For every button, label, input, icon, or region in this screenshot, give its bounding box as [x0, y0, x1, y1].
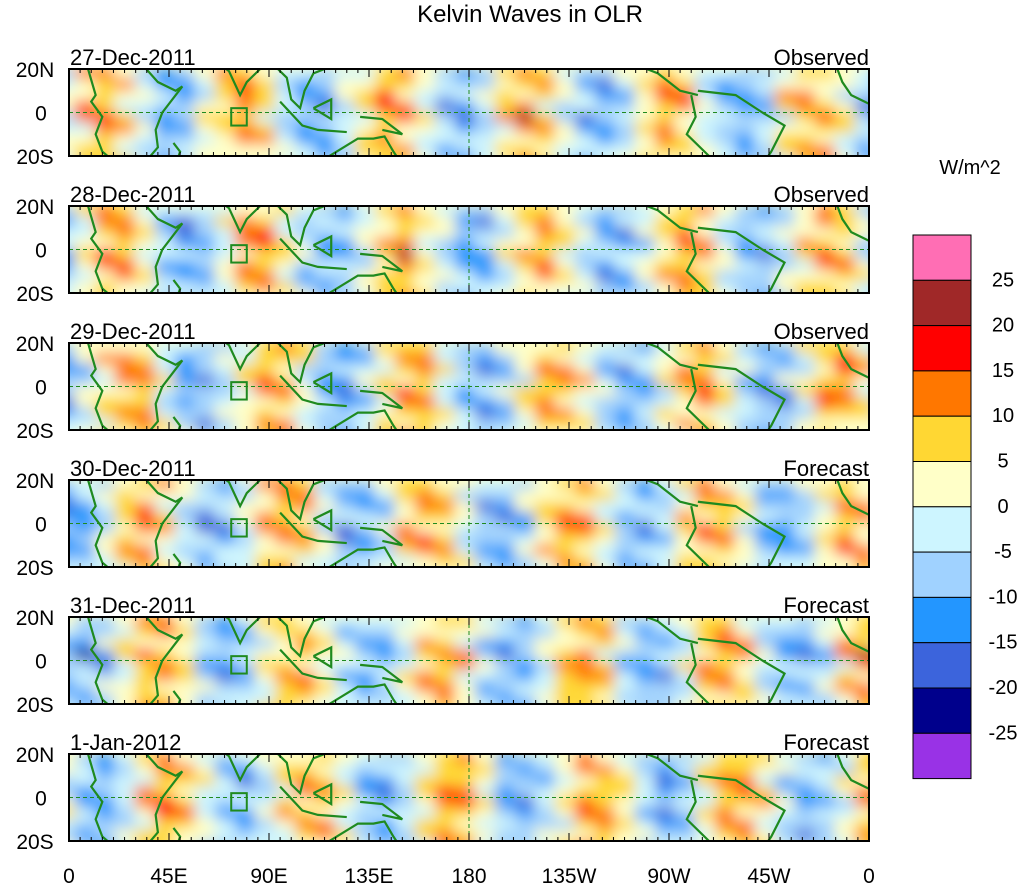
- y-tick-label: 0: [35, 514, 47, 537]
- panel-kind-label: Observed: [774, 182, 869, 207]
- x-tick-label: 0: [63, 865, 75, 887]
- panel-date-label: 27-Dec-2011: [70, 45, 196, 70]
- colorbar-swatch: [912, 370, 972, 417]
- x-tick-label: 90W: [647, 865, 690, 887]
- colorbar-label: -5: [994, 541, 1012, 563]
- chart-title: Kelvin Waves in OLR: [417, 1, 643, 28]
- y-tick-label: 0: [35, 240, 47, 263]
- y-tick-label: 20N: [16, 744, 55, 767]
- colorbar-label: -15: [989, 632, 1018, 654]
- colorbar-label: 20: [992, 315, 1014, 337]
- colorbar-swatch: [912, 687, 972, 734]
- y-tick-label: 20S: [16, 831, 53, 854]
- panels-group: 27-Dec-2011 Observed 20N 0 20S 28-Dec-2011 Obs…: [16, 45, 870, 854]
- x-tick-label: 90E: [250, 865, 287, 887]
- panel-6: 1-Jan-2012 Forecast 20N 0 20S: [16, 730, 870, 854]
- y-tick-label: 20N: [16, 607, 55, 630]
- panel-kind-label: Observed: [774, 319, 869, 344]
- panel-date-label: 28-Dec-2011: [70, 182, 196, 207]
- y-tick-label: 20S: [16, 420, 53, 443]
- colorbar-label: 15: [992, 360, 1014, 382]
- panel-date-label: 29-Dec-2011: [70, 319, 196, 344]
- panel-kind-label: Forecast: [783, 730, 869, 755]
- y-tick-label: 20S: [16, 694, 53, 717]
- y-tick-label: 0: [35, 651, 47, 674]
- panel-date-label: 31-Dec-2011: [70, 593, 196, 618]
- x-tick-label: 45E: [150, 865, 187, 887]
- y-tick-label: 20S: [16, 557, 53, 580]
- colorbar-swatch: [912, 732, 972, 780]
- panel-kind-label: Observed: [774, 45, 869, 70]
- colorbar-label: -20: [989, 677, 1018, 699]
- x-axis: 0 45E 90E 135E 180 135W 90W 45W 0: [63, 865, 875, 887]
- panel-date-label: 1-Jan-2012: [70, 730, 181, 755]
- colorbar-swatch: [912, 551, 972, 598]
- x-tick-label: 135W: [542, 865, 597, 887]
- y-tick-label: 20N: [16, 470, 55, 493]
- panel-2: 28-Dec-2011 Observed 20N 0 20S: [16, 182, 870, 306]
- x-tick-label: 135E: [344, 865, 393, 887]
- panel-date-label: 30-Dec-2011: [70, 456, 196, 481]
- y-tick-label: 20N: [16, 333, 55, 356]
- y-tick-label: 0: [35, 103, 47, 126]
- colorbar-label: 5: [997, 451, 1008, 473]
- panel-4: 30-Dec-2011 Forecast 20N 0 20S: [16, 456, 870, 580]
- panel-kind-label: Forecast: [783, 593, 869, 618]
- panel-1: 27-Dec-2011 Observed 20N 0 20S: [16, 45, 870, 169]
- panel-kind-label: Forecast: [783, 456, 869, 481]
- colorbar-swatch: [912, 279, 972, 327]
- y-tick-label: 20N: [16, 59, 55, 82]
- panel-5: 31-Dec-2011 Forecast 20N 0 20S: [16, 593, 870, 717]
- colorbar-label: 10: [992, 405, 1014, 427]
- colorbar-label: 0: [997, 496, 1008, 518]
- units-label: W/m^2: [939, 157, 1001, 179]
- y-tick-label: 0: [35, 377, 47, 400]
- colorbar-swatch: [912, 325, 972, 372]
- colorbar-label: -25: [989, 722, 1018, 744]
- colorbar-swatch: [912, 234, 972, 281]
- colorbar-swatch: [912, 596, 972, 644]
- colorbar-swatch: [912, 642, 972, 689]
- y-tick-label: 20S: [16, 283, 53, 306]
- y-tick-label: 20S: [16, 146, 53, 169]
- x-tick-label: 45W: [747, 865, 790, 887]
- colorbar-label: -10: [989, 586, 1018, 608]
- colorbar: W/m^2 25 20 15 10 5 0 -5 -10 -15 -20 -25: [912, 157, 1018, 780]
- colorbar-swatch: [912, 461, 972, 508]
- x-tick-label: 180: [451, 865, 486, 887]
- colorbar-swatch: [912, 506, 972, 553]
- panel-3: 29-Dec-2011 Observed 20N 0 20S: [16, 319, 870, 443]
- y-tick-label: 20N: [16, 196, 55, 219]
- colorbar-label: 25: [992, 269, 1014, 291]
- x-tick-label: 0: [863, 865, 875, 887]
- colorbar-swatch: [912, 415, 972, 463]
- y-tick-label: 0: [35, 788, 47, 811]
